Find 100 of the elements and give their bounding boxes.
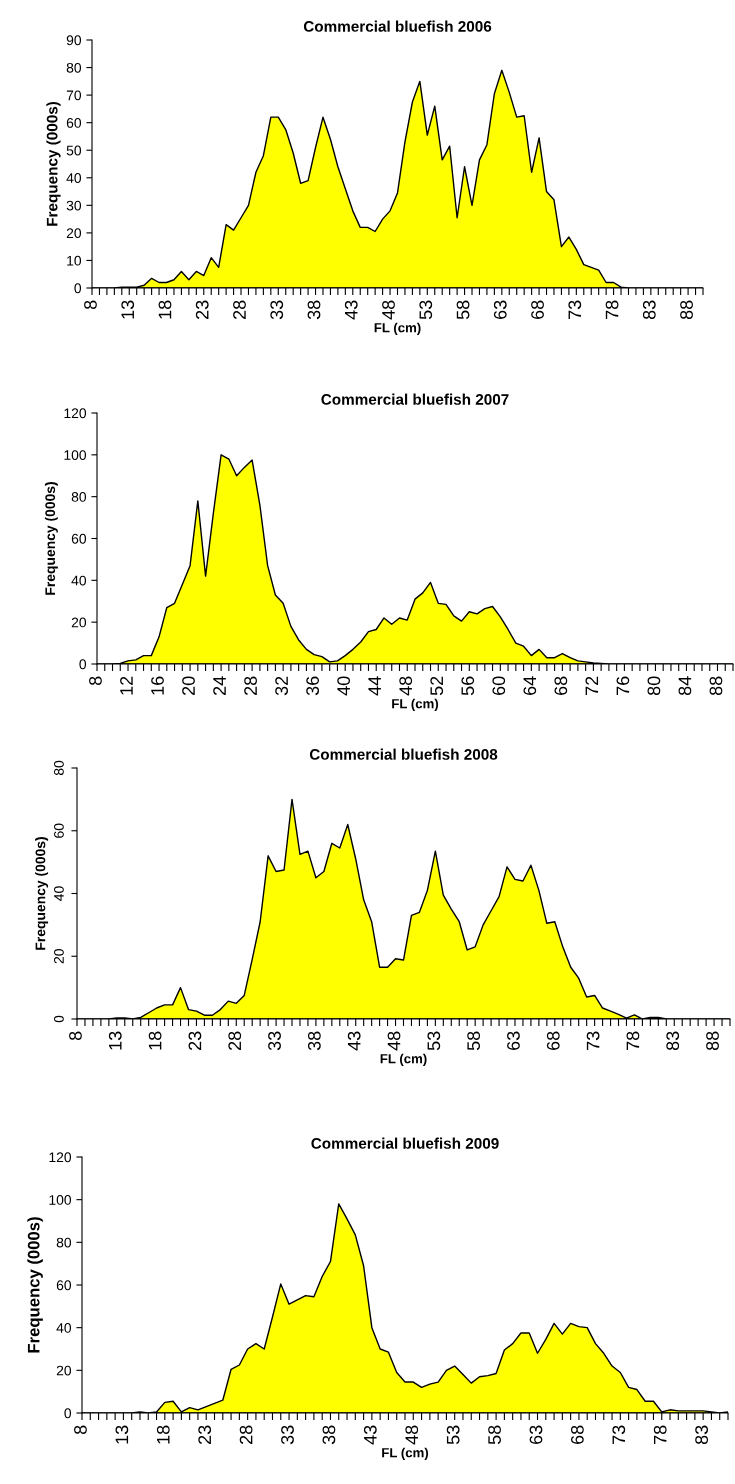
x-tick-label: 23 xyxy=(188,1031,202,1050)
x-tick-label: 63 xyxy=(493,300,507,319)
x-tick-label: 33 xyxy=(281,1425,294,1445)
x-axis-title: FL (cm) xyxy=(392,698,439,711)
y-tick-label: 80 xyxy=(71,492,87,502)
x-tick-label: 43 xyxy=(363,1425,377,1445)
x-tick-label: 23 xyxy=(198,1425,212,1444)
x-tick-label: 58 xyxy=(456,300,470,320)
x-tick-label: 53 xyxy=(427,1031,441,1051)
x-tick-label: 78 xyxy=(605,300,619,319)
x-tick-label: 28 xyxy=(244,676,257,695)
x-tick-label: 73 xyxy=(586,1031,600,1050)
x-tick-label: 48 xyxy=(382,300,395,320)
x-tick-label: 73 xyxy=(612,1425,626,1444)
x-tick-label: 48 xyxy=(387,1031,401,1051)
y-tick-label: 40 xyxy=(56,1323,72,1333)
y-axis-title: Frequency (000s) xyxy=(44,482,58,595)
x-tick-label: 12 xyxy=(120,676,133,695)
chart-title: Commercial bluefish 2007 xyxy=(321,393,509,405)
x-tick-label: 8 xyxy=(89,676,102,686)
x-tick-label: 43 xyxy=(344,300,358,320)
x-tick-label: 28 xyxy=(239,1425,253,1444)
x-tick-label: 52 xyxy=(430,676,444,696)
x-axis-title: FL (cm) xyxy=(380,1053,427,1066)
x-tick-label: 33 xyxy=(268,1031,281,1051)
x-tick-label: 60 xyxy=(492,676,506,695)
y-tick-label: 0 xyxy=(74,283,82,294)
x-tick-label: 33 xyxy=(270,300,284,320)
y-tick-label: 50 xyxy=(66,145,82,156)
x-tick-label: 68 xyxy=(531,300,544,319)
x-tick-label: 13 xyxy=(115,1425,129,1444)
x-tick-label: 68 xyxy=(554,676,568,695)
x-tick-label: 32 xyxy=(275,676,288,696)
x-axis-title: FL (cm) xyxy=(374,322,421,335)
y-tick-label: 120 xyxy=(64,408,87,419)
y-tick-label: 60 xyxy=(71,533,87,544)
x-tick-label: 8 xyxy=(74,1425,87,1435)
x-tick-label: 73 xyxy=(568,300,582,319)
x-tick-label: 8 xyxy=(84,300,97,310)
y-tick-label: 10 xyxy=(67,255,82,266)
x-tick-label: 44 xyxy=(368,676,381,696)
x-tick-label: 68 xyxy=(570,1425,584,1444)
x-tick-label: 43 xyxy=(347,1031,361,1051)
y-tick-label: 0 xyxy=(54,1015,64,1023)
y-tick-label: 80 xyxy=(66,62,82,73)
y-tick-label: 60 xyxy=(54,823,64,838)
y-tick-label: 20 xyxy=(71,617,87,628)
x-tick-label: 38 xyxy=(307,1031,321,1051)
y-axis-title: Frequency (000s) xyxy=(35,837,49,950)
y-tick-label: 70 xyxy=(66,90,82,101)
x-tick-label: 28 xyxy=(233,300,246,319)
y-tick-label: 40 xyxy=(66,173,82,183)
y-tick-label: 0 xyxy=(64,1408,72,1419)
x-tick-label: 72 xyxy=(585,676,599,695)
x-tick-label: 63 xyxy=(529,1425,543,1444)
x-tick-label: 8 xyxy=(69,1031,82,1041)
x-tick-label: 80 xyxy=(647,676,661,696)
y-tick-label: 60 xyxy=(66,118,82,128)
x-tick-label: 40 xyxy=(337,676,351,696)
x-tick-label: 78 xyxy=(653,1425,667,1444)
y-tick-label: 20 xyxy=(56,1365,72,1376)
x-tick-label: 84 xyxy=(678,676,692,696)
x-tick-label: 13 xyxy=(108,1031,122,1050)
chart-title: Commercial bluefish 2009 xyxy=(311,1137,499,1149)
x-tick-label: 53 xyxy=(419,300,433,320)
x-tick-label: 38 xyxy=(322,1425,336,1445)
x-tick-label: 58 xyxy=(467,1031,481,1051)
x-tick-label: 18 xyxy=(156,1425,170,1444)
x-tick-label: 23 xyxy=(195,300,209,319)
x-tick-label: 53 xyxy=(446,1425,460,1445)
x-tick-label: 20 xyxy=(182,676,195,695)
x-tick-label: 28 xyxy=(228,1031,242,1050)
x-tick-label: 68 xyxy=(546,1031,560,1050)
x-tick-label: 64 xyxy=(523,676,537,695)
y-tick-label: 100 xyxy=(64,450,87,460)
x-tick-label: 58 xyxy=(488,1425,501,1445)
x-tick-label: 16 xyxy=(151,676,164,695)
y-tick-label: 40 xyxy=(54,886,64,901)
x-tick-label: 83 xyxy=(666,1031,680,1051)
chart-title: Commercial bluefish 2006 xyxy=(303,20,492,32)
y-axis-title: Frequency (000s) xyxy=(27,1217,43,1353)
y-tick-label: 20 xyxy=(54,949,64,964)
x-tick-label: 83 xyxy=(642,300,656,320)
x-tick-label: 83 xyxy=(695,1425,708,1445)
x-tick-label: 88 xyxy=(709,676,723,696)
y-tick-label: 20 xyxy=(66,228,82,239)
y-tick-label: 120 xyxy=(49,1152,72,1163)
y-tick-label: 100 xyxy=(49,1195,72,1205)
y-tick-label: 0 xyxy=(79,659,87,670)
y-tick-label: 90 xyxy=(66,35,82,46)
y-tick-label: 80 xyxy=(56,1237,72,1248)
y-axis-title: Frequency (000s) xyxy=(46,101,61,226)
x-tick-label: 56 xyxy=(461,676,475,696)
x-tick-label: 18 xyxy=(148,1031,162,1050)
x-tick-label: 38 xyxy=(307,300,321,320)
chart-title: Commercial bluefish 2008 xyxy=(309,748,498,760)
x-tick-label: 88 xyxy=(706,1031,719,1051)
x-tick-label: 24 xyxy=(213,676,226,695)
x-tick-label: 78 xyxy=(626,1031,640,1050)
y-tick-label: 80 xyxy=(54,760,64,776)
